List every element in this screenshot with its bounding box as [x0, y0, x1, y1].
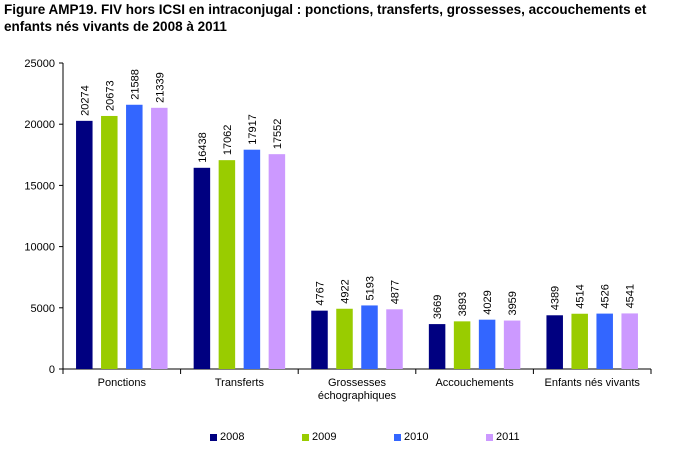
data-label: 4877 [390, 280, 402, 304]
x-tick-label: échographiques [318, 390, 397, 402]
bar [101, 115, 118, 369]
data-label: 16438 [197, 132, 209, 163]
chart-title: Figure AMP19. FIV hors ICSI en intraconj… [4, 2, 647, 34]
bar [386, 309, 403, 369]
data-label: 4514 [575, 284, 587, 308]
bar [546, 315, 563, 369]
data-label: 17062 [222, 125, 234, 156]
legend-item: 2009 [302, 431, 394, 443]
x-tick-label: Enfants nés vivants [545, 377, 641, 389]
bar [311, 310, 328, 369]
legend-label: 2010 [404, 431, 429, 443]
data-label: 17917 [247, 114, 259, 145]
legend-label: 2011 [496, 431, 520, 443]
legend-label: 2008 [220, 431, 245, 443]
bar [503, 320, 521, 369]
data-label: 4389 [550, 286, 562, 310]
bar [453, 321, 471, 369]
data-label: 4526 [600, 284, 612, 308]
bar [571, 313, 588, 369]
bar [596, 313, 613, 369]
legend-item: 2008 [210, 431, 302, 443]
bar [336, 308, 353, 369]
y-tick-label: 10000 [24, 242, 55, 254]
data-label: 5193 [365, 276, 377, 300]
bar [76, 120, 93, 369]
bar [478, 319, 496, 369]
x-tick-label: Transferts [215, 377, 265, 389]
data-label: 20274 [79, 85, 91, 116]
bar [243, 149, 261, 369]
data-label: 3893 [457, 292, 469, 316]
x-tick-label: Accouchements [435, 377, 514, 389]
y-tick-label: 0 [49, 364, 55, 376]
y-tick-label: 20000 [24, 119, 55, 131]
data-label: 4767 [315, 281, 327, 305]
data-label: 4541 [625, 284, 637, 308]
bar [621, 313, 638, 369]
y-tick-label: 25000 [24, 58, 55, 70]
data-label: 4922 [340, 279, 352, 303]
bar [268, 154, 286, 369]
bar [151, 107, 168, 369]
data-label: 21588 [129, 69, 141, 100]
data-label: 3669 [432, 295, 444, 319]
data-label: 21339 [154, 72, 166, 103]
legend-item: 2011 [486, 431, 578, 443]
data-label: 3959 [507, 291, 519, 315]
x-tick-label: Ponctions [98, 377, 147, 389]
legend-swatch [210, 433, 217, 441]
y-tick-label: 5000 [31, 303, 55, 315]
legend-label: 2009 [312, 431, 337, 443]
legend-item: 2010 [394, 431, 486, 443]
bar [218, 160, 236, 369]
x-tick-label: Grossesses [328, 377, 387, 389]
y-tick-label: 15000 [24, 180, 55, 192]
legend-swatch [486, 433, 493, 441]
bar [193, 167, 211, 369]
bar [126, 104, 143, 369]
data-label: 20673 [104, 80, 116, 111]
data-label: 4029 [482, 290, 494, 314]
bar [361, 305, 378, 369]
data-label: 17552 [272, 119, 284, 150]
legend-swatch [302, 433, 309, 441]
chart-legend: 2008 2009 2010 2011 [210, 431, 578, 443]
bar [428, 324, 446, 369]
legend-swatch [394, 433, 401, 441]
